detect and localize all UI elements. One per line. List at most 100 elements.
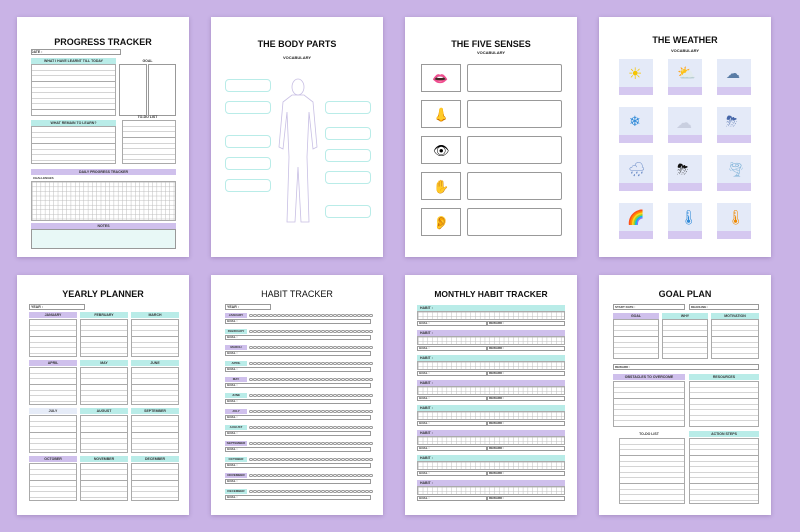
goal-field[interactable] xyxy=(225,319,371,324)
day-circle[interactable] xyxy=(333,361,337,365)
day-circle[interactable] xyxy=(357,313,361,317)
day-circle[interactable] xyxy=(337,393,341,397)
day-circle[interactable] xyxy=(317,409,321,413)
month-lines[interactable] xyxy=(29,415,77,453)
day-circle[interactable] xyxy=(301,345,305,349)
day-circle[interactable] xyxy=(289,425,293,429)
day-circle[interactable] xyxy=(261,377,265,381)
day-circle[interactable] xyxy=(249,361,253,365)
day-circle[interactable] xyxy=(301,313,305,317)
day-circle[interactable] xyxy=(341,473,345,477)
reward-field[interactable] xyxy=(487,421,565,426)
day-circle[interactable] xyxy=(329,425,333,429)
day-circle[interactable] xyxy=(289,441,293,445)
answer-box-4[interactable] xyxy=(467,172,562,200)
day-circle[interactable] xyxy=(249,377,253,381)
day-circle[interactable] xyxy=(369,425,373,429)
day-circle[interactable] xyxy=(317,441,321,445)
hot-thermometer-cell[interactable]: 🌡 xyxy=(717,203,751,239)
day-circle[interactable] xyxy=(325,329,329,333)
day-circle[interactable] xyxy=(353,361,357,365)
day-circle[interactable] xyxy=(329,377,333,381)
day-circle[interactable] xyxy=(313,409,317,413)
day-circle[interactable] xyxy=(357,457,361,461)
day-circle[interactable] xyxy=(289,377,293,381)
day-circle[interactable] xyxy=(301,393,305,397)
day-circle[interactable] xyxy=(277,361,281,365)
day-circle[interactable] xyxy=(369,409,373,413)
day-circle[interactable] xyxy=(277,377,281,381)
day-circle[interactable] xyxy=(273,489,277,493)
day-circle[interactable] xyxy=(313,361,317,365)
day-circle[interactable] xyxy=(341,409,345,413)
day-circle[interactable] xyxy=(249,329,253,333)
day-circle[interactable] xyxy=(321,313,325,317)
month-lines[interactable] xyxy=(80,463,128,501)
day-circle[interactable] xyxy=(309,473,313,477)
day-circle[interactable] xyxy=(313,441,317,445)
day-circle[interactable] xyxy=(285,425,289,429)
label-box-5[interactable] xyxy=(225,179,271,192)
day-circle[interactable] xyxy=(353,441,357,445)
day-circle[interactable] xyxy=(329,345,333,349)
label-box-9[interactable] xyxy=(325,171,371,184)
day-circle[interactable] xyxy=(305,393,309,397)
day-circle[interactable] xyxy=(261,393,265,397)
day-circle[interactable] xyxy=(265,329,269,333)
day-circle[interactable] xyxy=(325,313,329,317)
habit-day-grid[interactable] xyxy=(417,436,565,445)
day-circle[interactable] xyxy=(289,409,293,413)
day-circle[interactable] xyxy=(357,441,361,445)
day-circle[interactable] xyxy=(325,457,329,461)
month-lines[interactable] xyxy=(29,319,77,357)
day-circle[interactable] xyxy=(353,345,357,349)
day-circle[interactable] xyxy=(293,425,297,429)
day-circle[interactable] xyxy=(249,313,253,317)
day-circle[interactable] xyxy=(341,377,345,381)
day-circle[interactable] xyxy=(345,313,349,317)
day-circle[interactable] xyxy=(281,313,285,317)
day-circle[interactable] xyxy=(261,473,265,477)
day-circle[interactable] xyxy=(301,473,305,477)
day-circle[interactable] xyxy=(313,425,317,429)
day-circle[interactable] xyxy=(341,329,345,333)
habit-day-grid[interactable] xyxy=(417,336,565,345)
day-circle[interactable] xyxy=(357,345,361,349)
day-circle[interactable] xyxy=(277,329,281,333)
day-circle[interactable] xyxy=(305,361,309,365)
day-circle[interactable] xyxy=(257,489,261,493)
day-circle[interactable] xyxy=(337,473,341,477)
day-circle[interactable] xyxy=(289,345,293,349)
day-circle[interactable] xyxy=(369,377,373,381)
day-circle[interactable] xyxy=(273,345,277,349)
day-circle[interactable] xyxy=(345,329,349,333)
day-circle[interactable] xyxy=(277,473,281,477)
day-circle[interactable] xyxy=(321,377,325,381)
day-circle[interactable] xyxy=(293,329,297,333)
day-circle[interactable] xyxy=(261,361,265,365)
day-circle[interactable] xyxy=(321,393,325,397)
goal-field[interactable] xyxy=(417,421,487,426)
habit-tracker-page[interactable]: HABIT TRACKER YEAR : JANUARY GOAL : FEBRUA… xyxy=(211,275,383,515)
reward-field[interactable] xyxy=(487,471,565,476)
day-circle[interactable] xyxy=(365,457,369,461)
resources-lines[interactable] xyxy=(689,381,759,427)
reward-field[interactable] xyxy=(487,321,565,326)
day-circle[interactable] xyxy=(349,457,353,461)
day-circle[interactable] xyxy=(353,393,357,397)
day-circle[interactable] xyxy=(273,473,277,477)
day-circle[interactable] xyxy=(309,377,313,381)
day-circle[interactable] xyxy=(317,361,321,365)
day-circle[interactable] xyxy=(369,489,373,493)
day-circle[interactable] xyxy=(321,441,325,445)
day-circle[interactable] xyxy=(285,489,289,493)
day-circle[interactable] xyxy=(361,409,365,413)
day-circle[interactable] xyxy=(281,473,285,477)
day-circle[interactable] xyxy=(361,425,365,429)
day-circle[interactable] xyxy=(353,489,357,493)
day-circle[interactable] xyxy=(253,441,257,445)
day-circle[interactable] xyxy=(253,361,257,365)
day-circle[interactable] xyxy=(345,361,349,365)
yearly-planner-page[interactable]: YEARLY PLANNER YEAR : JANUARY FEBRUARY MAR… xyxy=(17,275,189,515)
day-circle[interactable] xyxy=(297,425,301,429)
